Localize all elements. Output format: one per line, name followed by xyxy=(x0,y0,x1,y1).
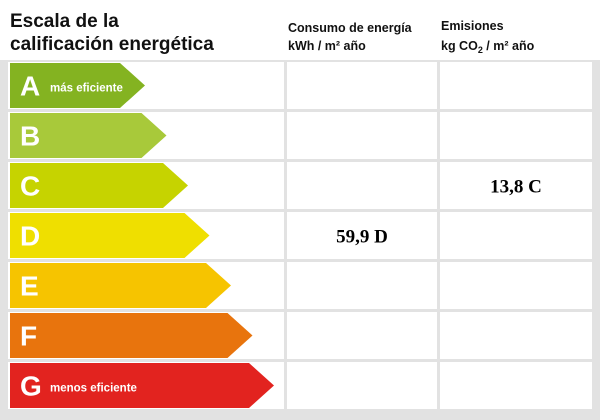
rating-note: más eficiente xyxy=(50,83,123,95)
unit-part: kg CO xyxy=(441,39,478,53)
title-line: Escala de la xyxy=(10,11,119,32)
rating-arrow xyxy=(10,113,167,158)
header-bg xyxy=(0,0,600,60)
rating-letter: F xyxy=(20,321,37,352)
emissions-cell xyxy=(440,112,592,159)
rating-letter: E xyxy=(20,271,39,302)
rating-arrow xyxy=(10,263,231,308)
column-unit: kg CO2 / m² año xyxy=(441,39,535,55)
consumption-cell xyxy=(287,262,437,309)
rating-letter: D xyxy=(20,221,40,252)
consumption-cell xyxy=(287,312,437,359)
rating-letter: C xyxy=(20,171,40,202)
unit-part: / m² año xyxy=(483,39,535,53)
rating-arrow xyxy=(10,313,253,358)
rating-letter: A xyxy=(20,71,40,102)
consumption-cell xyxy=(287,162,437,209)
emissions-cell xyxy=(440,262,592,309)
emissions-value: 13,8 C xyxy=(490,177,542,198)
title-line: calificación energética xyxy=(10,34,214,55)
rating-letter: B xyxy=(20,121,40,152)
unit-subscript: 2 xyxy=(478,45,483,55)
column-title: Consumo de energía xyxy=(288,21,413,35)
rating-arrow xyxy=(10,63,145,108)
emissions-cell xyxy=(440,62,592,109)
emissions-cell xyxy=(440,362,592,409)
consumption-value: 59,9 D xyxy=(336,227,388,248)
column-unit: kWh / m² año xyxy=(288,39,366,53)
consumption-cell xyxy=(287,62,437,109)
rating-arrow xyxy=(10,363,274,408)
column-title: Emisiones xyxy=(441,19,504,33)
consumption-cell xyxy=(287,112,437,159)
rating-arrow xyxy=(10,213,210,258)
rating-arrow xyxy=(10,163,188,208)
emissions-cell xyxy=(440,312,592,359)
rating-note: menos eficiente xyxy=(50,383,137,395)
rating-letter: G xyxy=(20,371,42,402)
emissions-cell xyxy=(440,162,592,209)
consumption-cell xyxy=(287,362,437,409)
emissions-cell xyxy=(440,212,592,259)
consumption-cell xyxy=(287,212,437,259)
